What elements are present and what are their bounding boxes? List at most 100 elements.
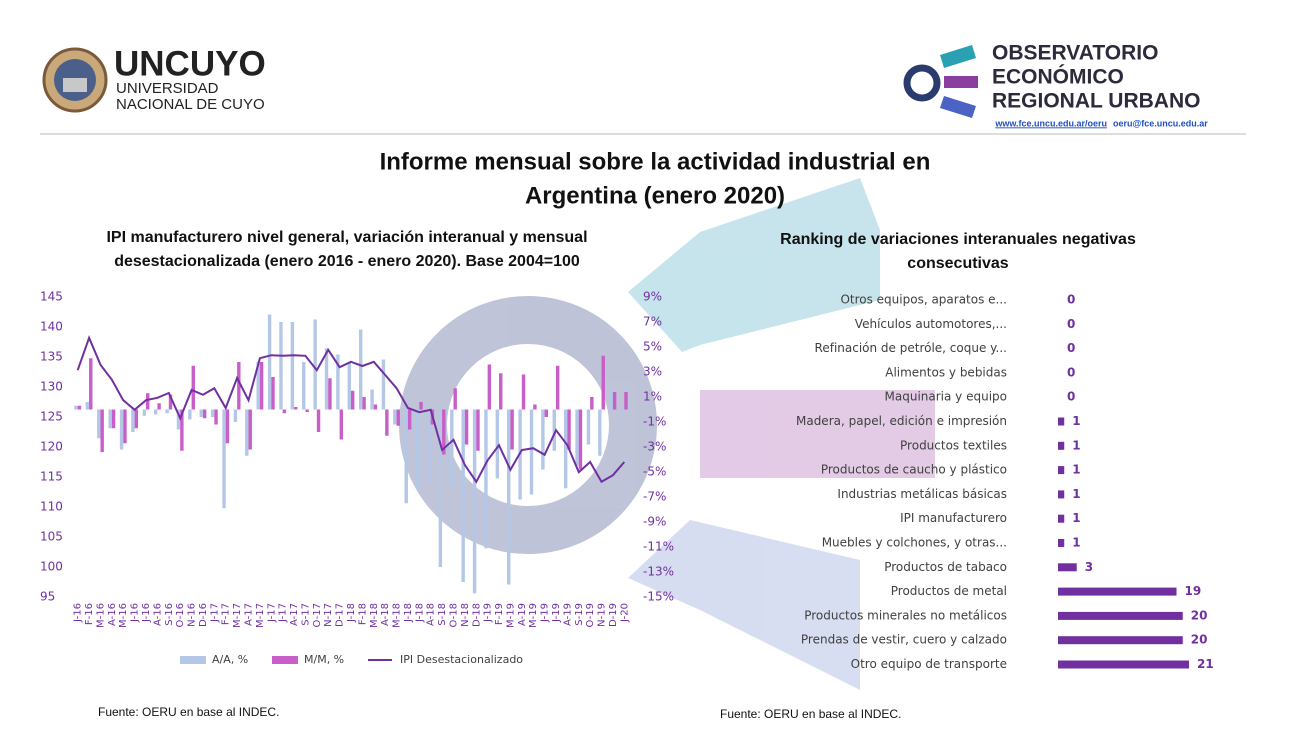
bar	[521, 374, 526, 410]
y2-tick-label: -7%	[643, 490, 666, 504]
value-label: 1	[1072, 414, 1080, 428]
y2-tick-label: -3%	[643, 440, 666, 454]
emblem-detail	[63, 78, 87, 92]
email-link[interactable]: oeru@fce.uncu.edu.ar	[1113, 118, 1208, 128]
x-tick-label: M-17	[232, 603, 243, 628]
page-title: Informe mensual sobre la actividad indus…	[380, 148, 931, 175]
x-tick-label: N-18	[460, 603, 471, 627]
bar	[1058, 660, 1189, 669]
category-label: Muebles y colchones, y otras...	[822, 536, 1007, 550]
y2-tick-label: -11%	[643, 540, 674, 554]
x-tick-label: J-18	[403, 603, 414, 623]
bar	[168, 394, 173, 410]
logo-line: UNIVERSIDAD	[116, 80, 219, 97]
bar	[510, 409, 514, 450]
value-label: 1	[1072, 487, 1080, 501]
bar	[199, 409, 203, 417]
y2-tick-label: -5%	[643, 465, 666, 479]
bar	[123, 409, 127, 444]
category-label: Productos de metal	[891, 584, 1007, 598]
bar	[552, 409, 556, 451]
bar	[97, 409, 101, 439]
bar	[259, 362, 264, 410]
bar	[131, 409, 135, 432]
bar	[351, 390, 355, 410]
y-tick-label: 100	[40, 560, 63, 574]
category-label: Madera, papel, edición e impresión	[796, 414, 1007, 428]
uncuyo-logo: UNCUYO UNIVERSIDAD NACIONAL DE CUYO	[42, 44, 266, 113]
y2-tick-label: -15%	[643, 590, 674, 604]
bar	[541, 409, 545, 470]
chart-title: consecutivas	[907, 255, 1008, 272]
bar	[180, 409, 184, 451]
bar	[336, 354, 340, 410]
bar	[157, 403, 161, 410]
bar	[385, 409, 389, 436]
url-link[interactable]: www.fce.uncu.edu.ar/oeru	[994, 118, 1107, 128]
bar	[210, 409, 215, 417]
x-tick-label: M-17	[255, 603, 266, 628]
x-tick-label: M-16	[118, 603, 129, 628]
y2-tick-label: -9%	[643, 515, 666, 529]
bar	[282, 409, 287, 414]
x-tick-label: N-17	[323, 603, 334, 627]
x-tick-label: D-19	[608, 603, 619, 627]
bar	[108, 409, 112, 429]
x-tick-label: S-19	[574, 603, 585, 626]
bar	[1058, 514, 1065, 523]
bar	[529, 409, 534, 495]
y-tick-label: 125	[40, 410, 63, 424]
bar	[176, 409, 181, 430]
chart-title: Ranking de variaciones interanuales nega…	[780, 231, 1136, 248]
bar	[598, 409, 602, 456]
x-tick-label: J-17	[266, 603, 277, 623]
bar	[142, 409, 147, 416]
bar	[575, 409, 579, 466]
bar	[1058, 441, 1065, 450]
value-label: 1	[1072, 536, 1080, 550]
x-tick-label: M-18	[392, 603, 403, 628]
y-tick-label: 110	[40, 500, 63, 514]
y-tick-label: 145	[40, 290, 63, 304]
y-tick-label: 120	[40, 440, 63, 454]
y2-tick-label: -13%	[643, 565, 674, 579]
bar	[442, 409, 446, 455]
bar	[1058, 587, 1177, 596]
category-label: Productos de tabaco	[884, 560, 1007, 574]
value-label: 21	[1197, 657, 1214, 671]
x-tick-label: J-19	[551, 603, 562, 623]
bar	[555, 365, 560, 410]
x-tick-label: D-18	[471, 603, 482, 627]
bar	[578, 409, 583, 470]
x-tick-label: N-16	[187, 603, 198, 627]
y2-tick-label: 9%	[643, 290, 662, 304]
bar	[499, 373, 503, 410]
x-tick-label: O-18	[448, 603, 459, 627]
value-label: 20	[1191, 608, 1208, 622]
bar	[407, 409, 412, 430]
bar	[324, 348, 329, 410]
bar	[237, 362, 241, 410]
x-tick-label: A-17	[244, 603, 255, 626]
x-tick-label: M-19	[505, 603, 516, 628]
bar	[381, 359, 386, 410]
logo-bar	[940, 45, 976, 68]
legend-label: IPI Desestacionalizado	[400, 653, 523, 666]
category-label: Industrias metálicas básicas	[837, 487, 1007, 501]
y2-tick-label: 3%	[643, 365, 662, 379]
category-label: Productos minerales no metálicos	[804, 608, 1007, 622]
category-label: Refinación de petróle, coque y...	[815, 341, 1007, 355]
source-note: Fuente: OERU en base al INDEC.	[98, 705, 279, 719]
x-tick-label: A-17	[289, 603, 300, 626]
bar	[438, 409, 443, 567]
x-tick-label: A-18	[426, 603, 437, 626]
bar	[609, 389, 613, 410]
bar	[601, 355, 605, 410]
watermark-shape	[628, 520, 860, 690]
bar	[590, 397, 594, 410]
bar	[165, 409, 169, 414]
x-tick-label: A-16	[152, 603, 163, 626]
bar	[544, 409, 548, 417]
bar	[476, 409, 480, 451]
